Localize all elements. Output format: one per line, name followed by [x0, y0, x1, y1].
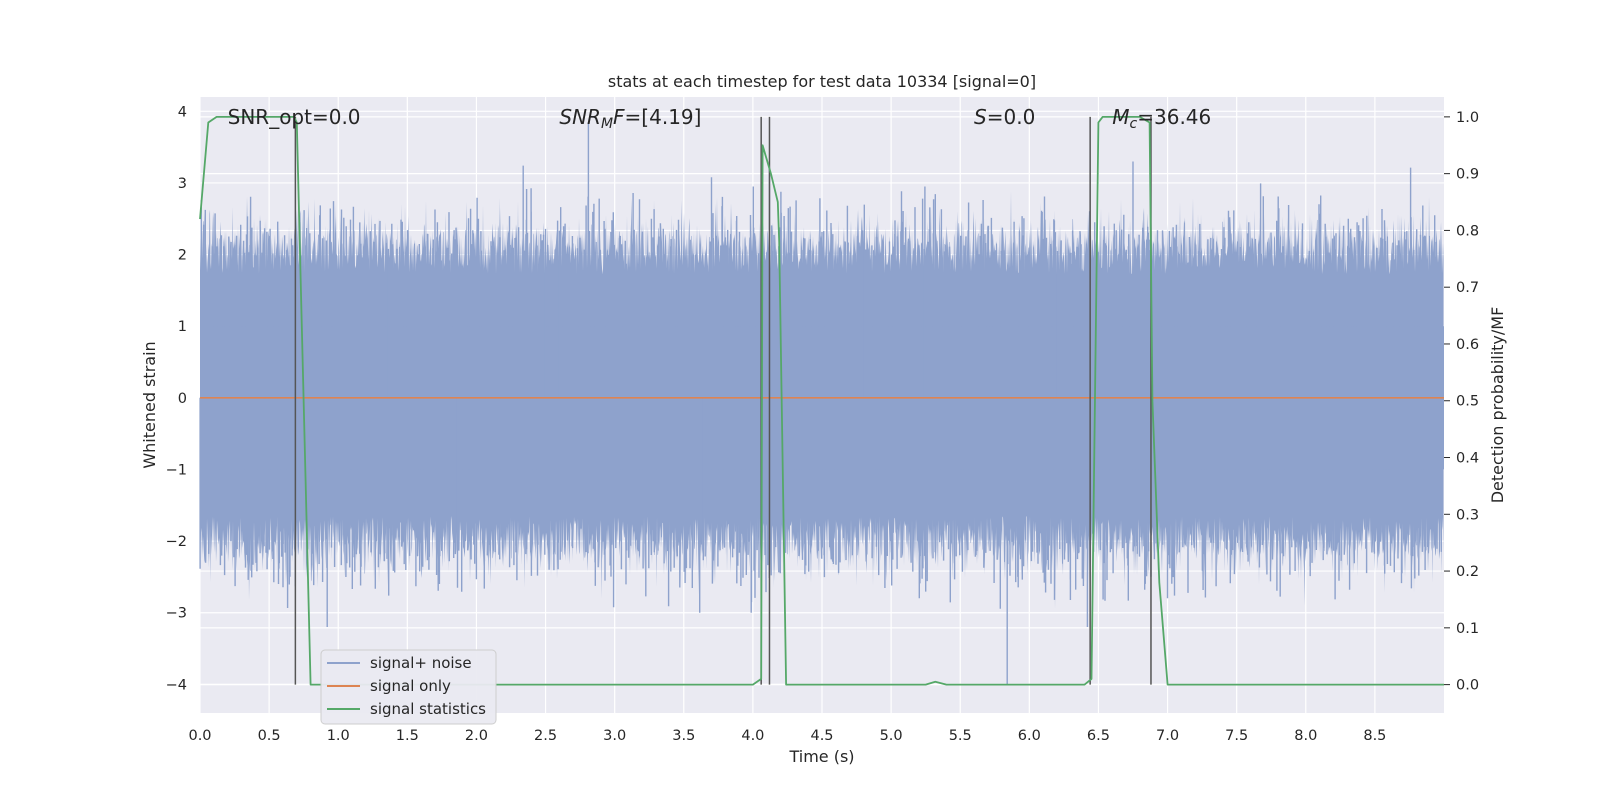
y-left-tick-label: 4	[178, 104, 187, 120]
annotation-s-symbol: S	[974, 105, 987, 129]
annotations: SNR_opt=0.0 SNRMF=[4.19] S=0.0 Mc=36.46	[228, 105, 1212, 132]
x-ticks: 0.0 0.5 1.0 1.5 2.0 2.5 3.0 3.5 4.0 4.5 5.0 5.5 6.0 6…	[188, 728, 1386, 744]
annotation-mc-symbol: M	[1112, 105, 1129, 129]
legend: signal+ noise signal only signal statist…	[320, 649, 497, 725]
noise-spikes	[199, 122, 1442, 685]
x-tick-label: 6.5	[1087, 728, 1110, 744]
y-right-tick-label: 0.0	[1456, 678, 1479, 694]
annotation-s: S=0.0	[974, 105, 1035, 129]
x-tick-label: 5.5	[949, 728, 972, 744]
legend-label-signal-only: signal only	[370, 677, 451, 695]
y-right-tick-label: 0.4	[1456, 451, 1479, 467]
chart-title: stats at each timestep for test data 103…	[608, 72, 1036, 91]
x-tick-label: 3.5	[672, 728, 695, 744]
y-right-tick-label: 1.0	[1456, 110, 1479, 126]
legend-box	[320, 649, 497, 725]
x-tick-label: 6.0	[1018, 728, 1041, 744]
annotation-snr-mf-subscript: M	[601, 116, 613, 132]
y-left-tick-label: −1	[166, 462, 187, 478]
y-right-tick-label: 0.6	[1456, 337, 1479, 353]
x-tick-label: 8.0	[1294, 728, 1317, 744]
y-left-tick-label: 2	[178, 248, 187, 264]
y-left-tick-label: 0	[178, 391, 187, 407]
signal-statistics-line	[199, 116, 1444, 686]
y-right-ticks: 1.0 0.9 0.8 0.7 0.6 0.5 0.4 0.3 0.2 0.1 0.0	[1444, 110, 1479, 694]
annotation-snr-mf: SNRMF=[4.19]	[559, 105, 701, 132]
x-tick-label: 4.0	[741, 728, 764, 744]
x-tick-label: 2.5	[534, 728, 557, 744]
y-left-ticks: 4 3 2 1 0 −1 −2 −3 −4	[166, 104, 187, 693]
x-tick-label: 2.0	[465, 728, 488, 744]
annotation-mc-subscript: c	[1130, 116, 1138, 132]
x-tick-label: 4.5	[810, 728, 833, 744]
x-tick-label: 0.0	[188, 728, 211, 744]
annotation-mc: Mc=36.46	[1112, 105, 1211, 132]
annotation-s-value: =0.0	[987, 105, 1036, 129]
x-tick-label: 1.0	[327, 728, 350, 744]
x-tick-label: 1.5	[396, 728, 419, 744]
y-right-tick-label: 0.3	[1456, 507, 1479, 523]
y-left-axis-label: Whitened strain	[140, 341, 159, 468]
y-left-tick-label: −2	[166, 534, 187, 550]
x-axis-label: Time (s)	[788, 747, 854, 766]
y-left-tick-label: −3	[166, 606, 187, 622]
y-right-tick-label: 0.7	[1456, 280, 1479, 296]
legend-label-signal-noise: signal+ noise	[370, 654, 472, 672]
x-tick-label: 3.0	[603, 728, 626, 744]
x-tick-label: 8.5	[1363, 728, 1386, 744]
annotation-mc-value: =36.46	[1137, 105, 1211, 129]
y-right-tick-label: 0.2	[1456, 564, 1479, 580]
annotation-snr-mf-symbol: SNR	[559, 105, 601, 129]
legend-label-signal-statistics: signal statistics	[370, 700, 486, 718]
y-left-tick-label: 1	[178, 319, 187, 335]
y-left-tick-label: −4	[166, 677, 187, 693]
annotation-snr-mf-value: =[4.19]	[625, 105, 702, 129]
y-right-tick-label: 0.5	[1456, 394, 1479, 410]
annotation-snr-opt: SNR_opt=0.0	[228, 105, 361, 129]
x-tick-label: 5.0	[880, 728, 903, 744]
signal-statistics-series	[199, 116, 1444, 686]
y-right-tick-label: 0.8	[1456, 223, 1479, 239]
y-left-tick-label: 3	[178, 176, 187, 192]
y-right-axis-label: Detection probability/MF	[1488, 307, 1507, 504]
x-tick-label: 7.5	[1225, 728, 1248, 744]
x-tick-label: 0.5	[258, 728, 281, 744]
y-right-tick-label: 0.9	[1456, 167, 1479, 183]
x-tick-label: 7.0	[1156, 728, 1179, 744]
annotation-snr-mf-symbol-2: F	[613, 105, 625, 129]
y-right-tick-label: 0.1	[1456, 621, 1479, 637]
